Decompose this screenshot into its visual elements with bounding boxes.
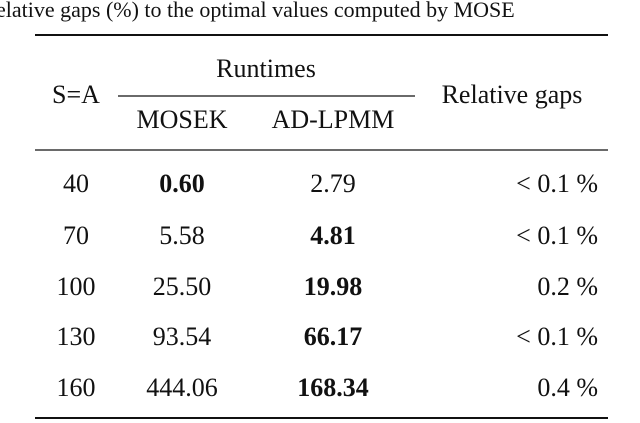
cell: 100 xyxy=(57,272,96,301)
cell: 40 xyxy=(63,169,89,198)
cell: 66.17 xyxy=(304,322,363,351)
cell: 0.2 % xyxy=(537,272,598,301)
cell: 93.54 xyxy=(153,322,212,351)
cell: 0.4 % xyxy=(537,373,598,402)
cell: < 0.1 % xyxy=(516,221,598,250)
cell: < 0.1 % xyxy=(516,169,598,198)
cell: 444.06 xyxy=(146,373,218,402)
cell: 4.81 xyxy=(310,221,356,250)
header-size: S=A xyxy=(52,80,100,109)
caption: elative gaps (%) to the optimal values c… xyxy=(0,0,515,22)
cell: 0.60 xyxy=(159,169,205,198)
cell: 5.58 xyxy=(159,221,205,250)
cell: 25.50 xyxy=(153,272,212,301)
header-column: MOSEK xyxy=(136,105,227,134)
cell: 2.79 xyxy=(310,169,356,198)
header-gap: Relative gaps xyxy=(442,80,583,109)
cell: < 0.1 % xyxy=(516,322,598,351)
cell: 19.98 xyxy=(304,272,363,301)
header-column: AD-LPMM xyxy=(272,105,395,134)
cell: 168.34 xyxy=(297,373,369,402)
cell: 130 xyxy=(57,322,96,351)
cell: 70 xyxy=(63,221,89,250)
header-group: Runtimes xyxy=(216,54,316,83)
cell: 160 xyxy=(57,373,96,402)
